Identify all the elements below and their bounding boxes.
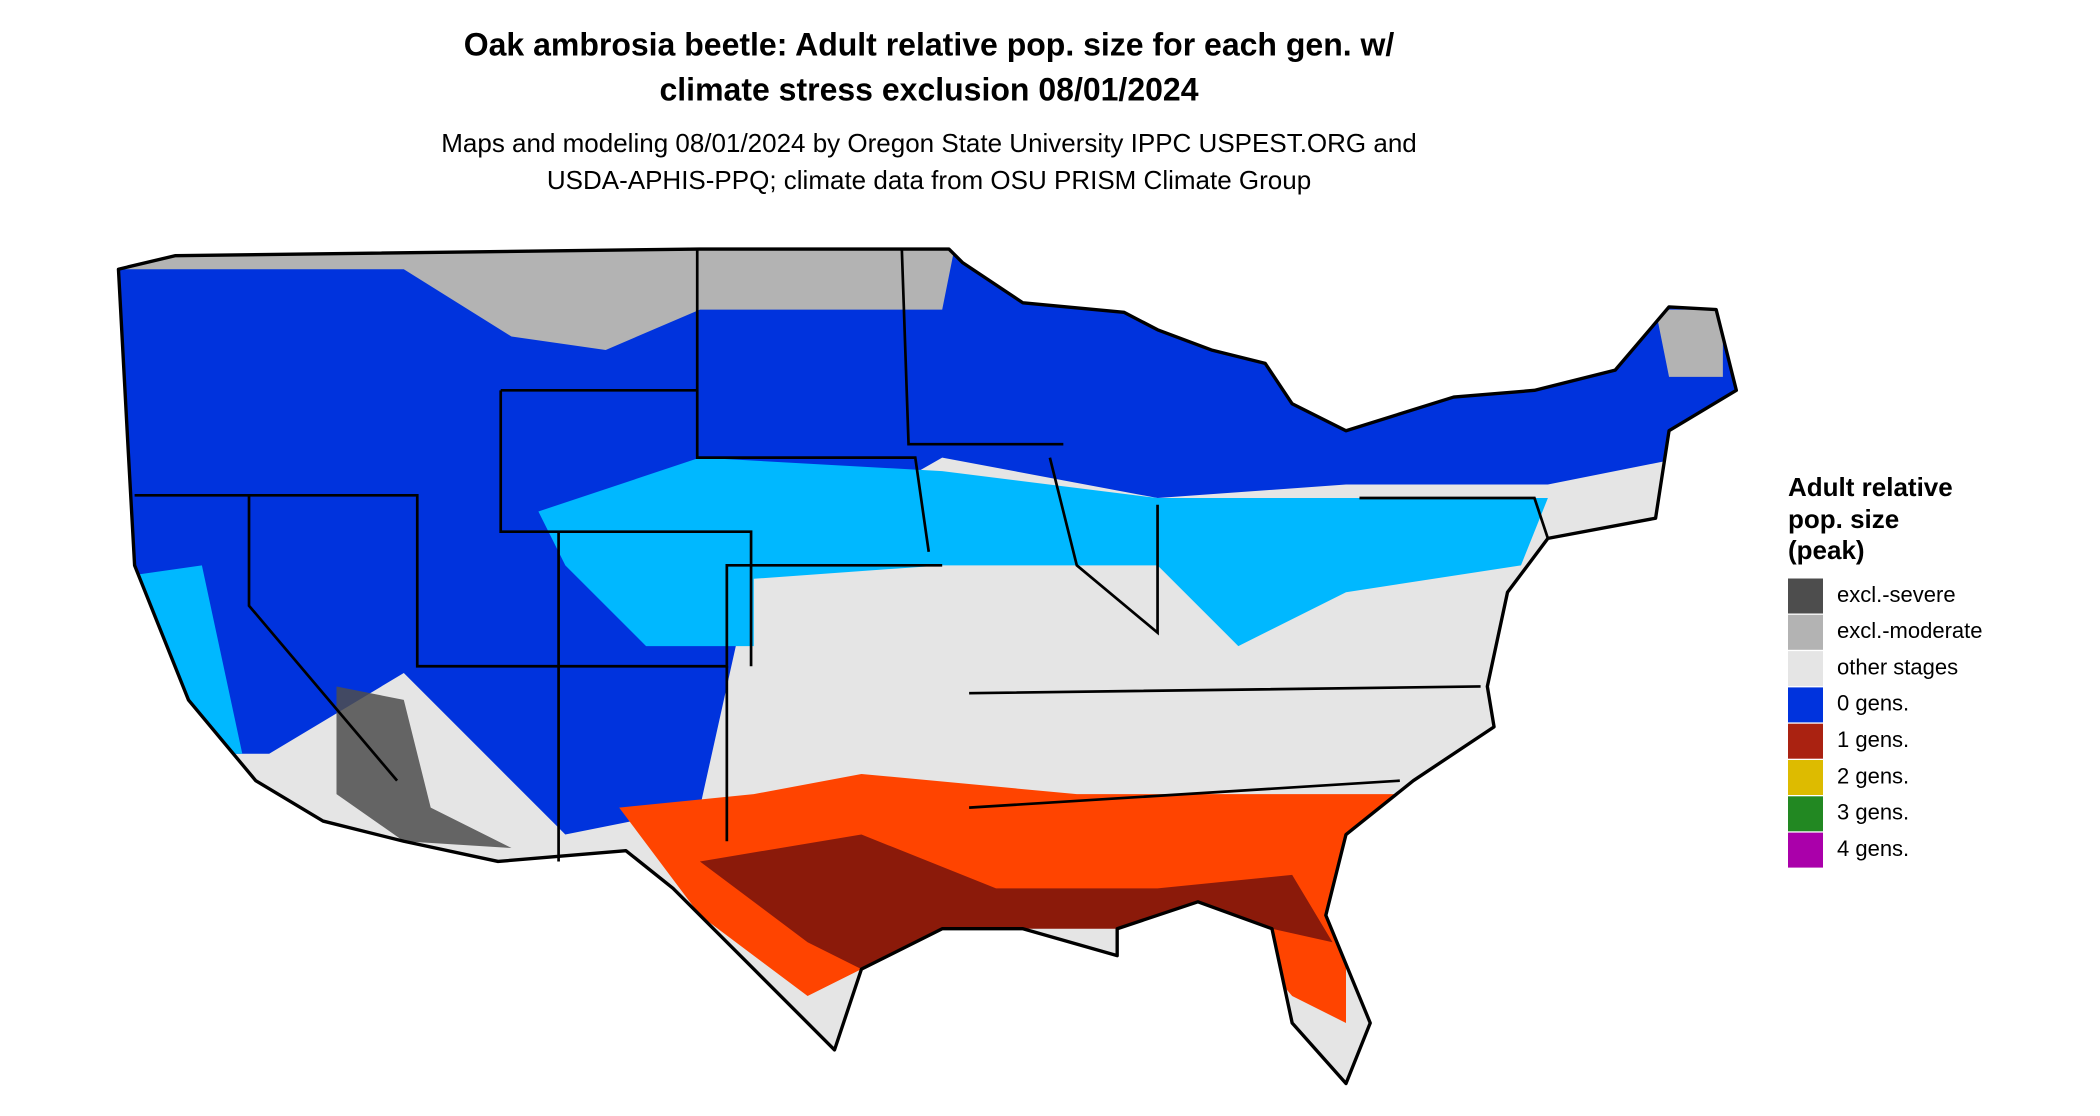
title: climate stress exclusion 08/01/2024 (659, 71, 1198, 107)
legend-label: 1 gens. (1837, 727, 1909, 752)
legend-title: (peak) (1788, 535, 1865, 565)
legend: excl.-severe excl.-moderate other stages 0 … (1788, 578, 1983, 868)
legend-swatch (1788, 651, 1823, 687)
legend-swatch (1788, 614, 1823, 650)
legend-label: 4 gens. (1837, 836, 1909, 861)
legend-swatch (1788, 578, 1823, 614)
legend-swatch (1788, 796, 1823, 832)
legend-label: 3 gens. (1837, 800, 1909, 825)
legend-swatch (1788, 832, 1823, 868)
legend-swatch (1788, 687, 1823, 723)
legend-label: excl.-severe (1837, 582, 1956, 607)
map (116, 247, 1739, 1086)
legend-label: excl.-moderate (1837, 618, 1983, 643)
legend-label: 2 gens. (1837, 763, 1909, 788)
title: Oak ambrosia beetle: Adult relative pop.… (464, 26, 1395, 62)
subtitle: Maps and modeling 08/01/2024 by Oregon S… (441, 128, 1417, 158)
legend-swatch (1788, 723, 1823, 759)
subtitle: USDA-APHIS-PPQ; climate data from OSU PR… (547, 165, 1311, 195)
legend-title: Adult relative (1788, 472, 1953, 502)
legend-label: 0 gens. (1837, 691, 1909, 716)
legend-swatch (1788, 760, 1823, 795)
legend-label: other stages (1837, 654, 1958, 679)
legend-title: pop. size (1788, 504, 1899, 534)
